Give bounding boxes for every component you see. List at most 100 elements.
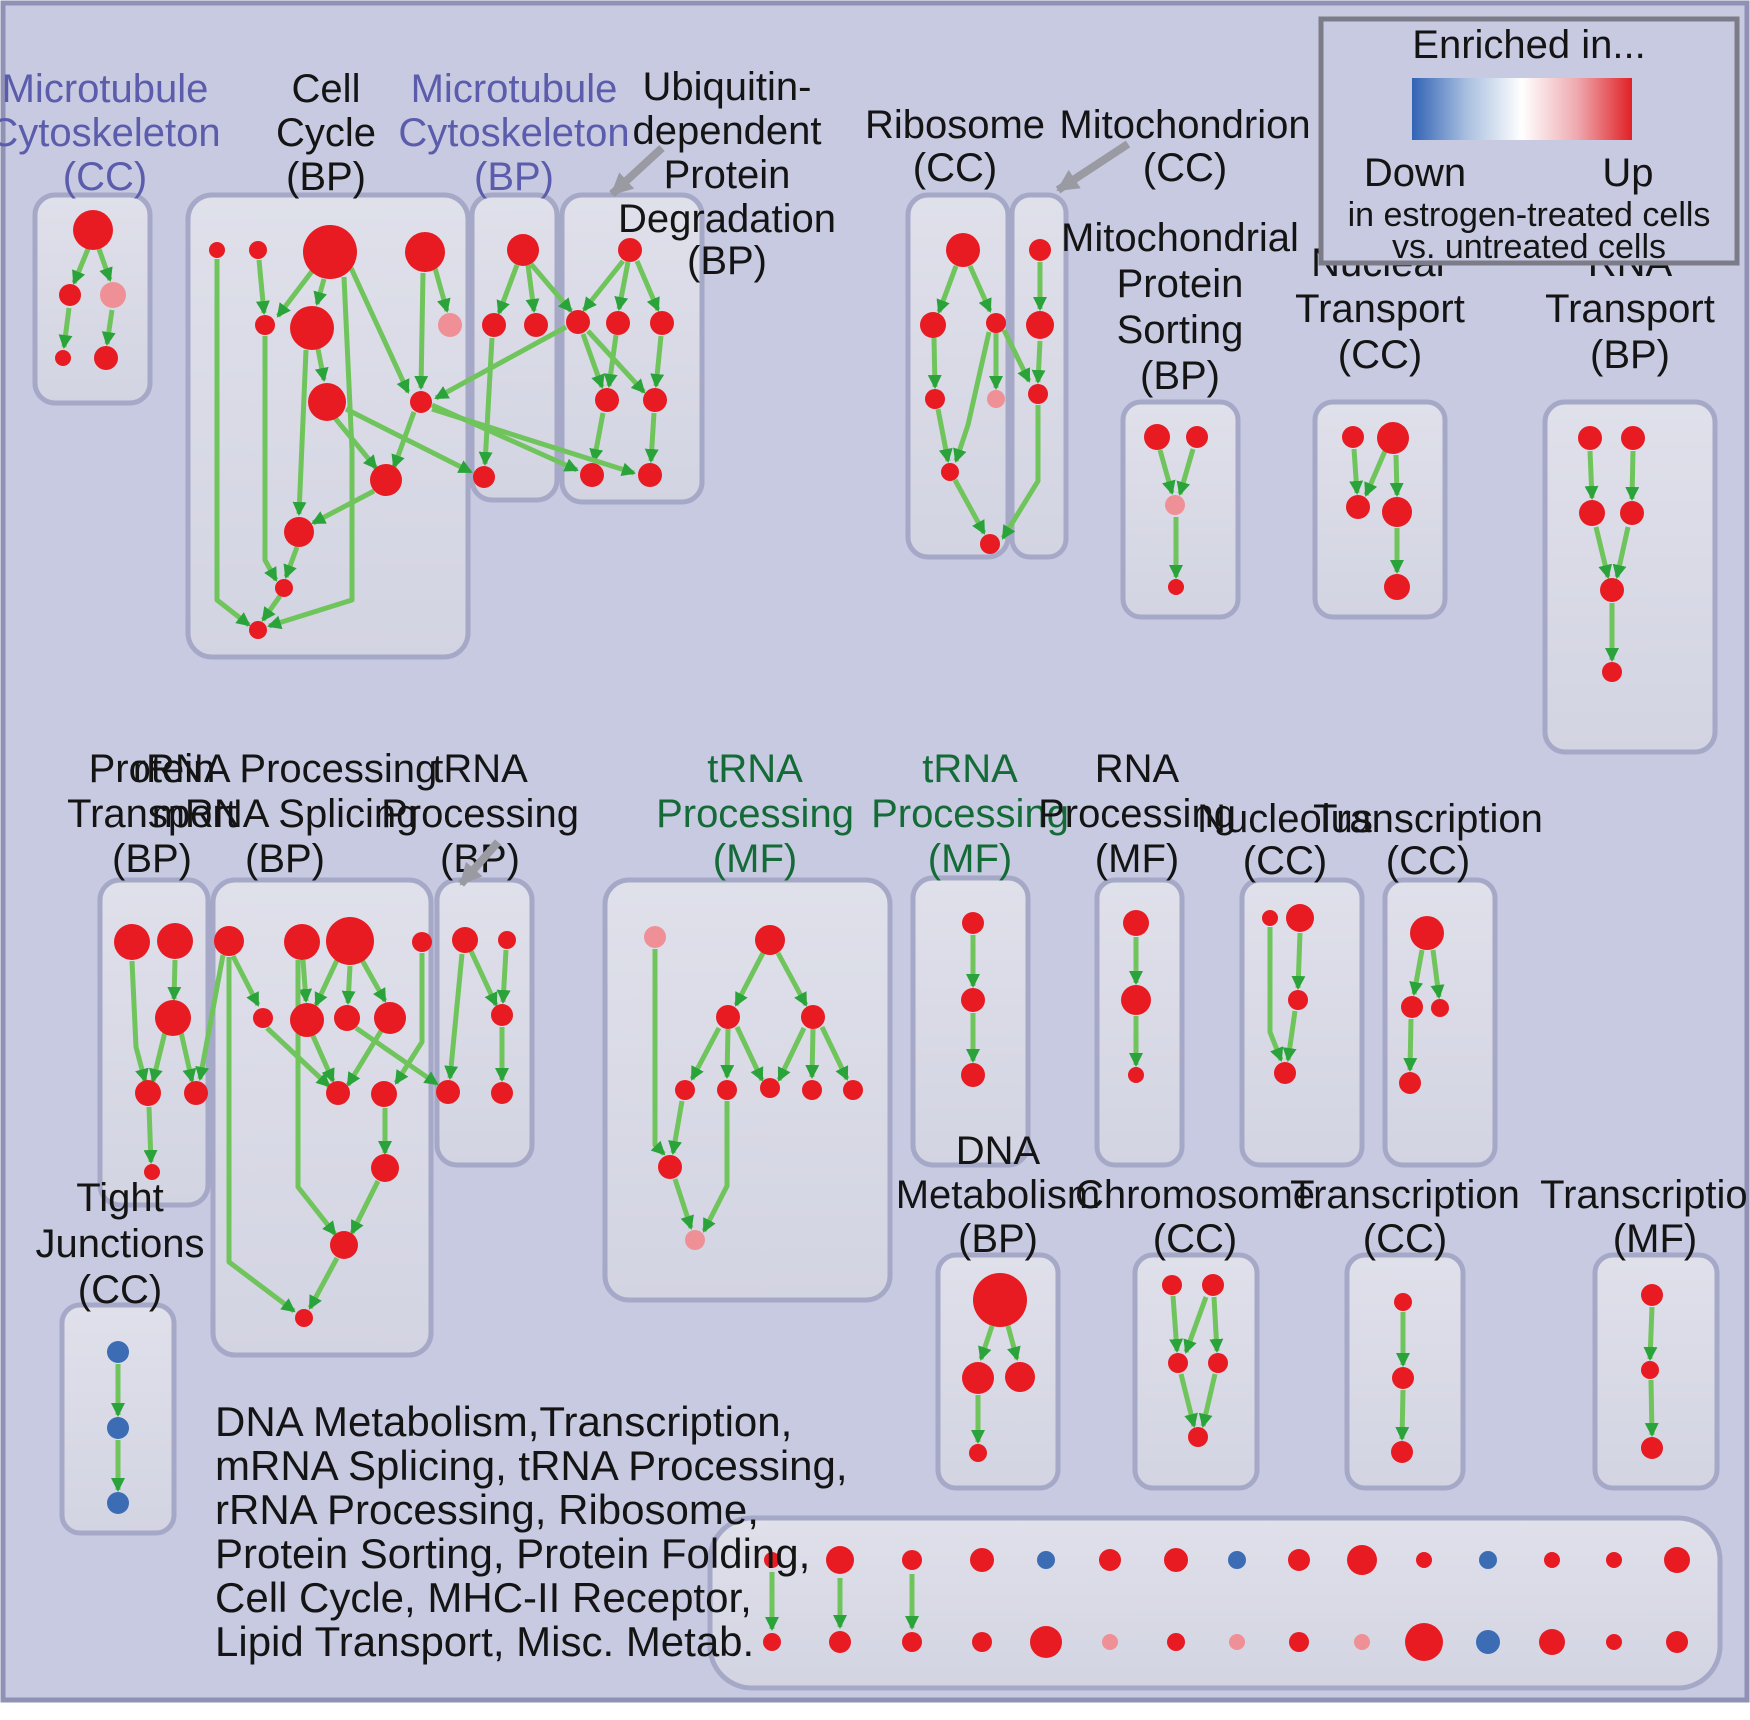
go-term-node [1382, 497, 1412, 527]
enrichment-edge [734, 1025, 765, 1082]
go-term-node [55, 350, 71, 366]
go-term-node [1121, 985, 1151, 1015]
enrichment-edge [393, 953, 425, 1085]
enrichment-edge [307, 1256, 340, 1310]
enrichment-edge [496, 949, 511, 1004]
go-term-node [1347, 1545, 1377, 1575]
cross-edge-mitochondrion-to-ribosome [1000, 405, 1041, 540]
go-term-node [1399, 1072, 1421, 1094]
go-term-node [920, 312, 946, 338]
enrichment-edge [1176, 448, 1196, 496]
enrichment-edge [311, 488, 376, 526]
go-term-node [1578, 426, 1602, 450]
go-term-node [843, 1080, 863, 1100]
enrichment-edge [444, 953, 465, 1080]
go-term-node [1168, 579, 1184, 595]
go-term-node [209, 242, 225, 258]
enrichment-edge [1183, 1296, 1209, 1354]
go-term-node [308, 383, 346, 421]
cluster-ubiquitin-dependent-protein-degradation-bp: Ubiquitin-dependent Protein Degradation (BP… [559, 65, 836, 505]
cluster-dna-metabolism-bp: DNA Metabolism (BP) [896, 1129, 1101, 1491]
go-term-node [1162, 1275, 1182, 1295]
enrichment-edge [96, 248, 113, 282]
go-term-node [1288, 990, 1308, 1010]
enrichment-edge [582, 259, 625, 312]
enrichment-edge [1267, 927, 1284, 1062]
enrichment-edge [283, 546, 300, 579]
enrichment-edge [819, 1025, 850, 1081]
go-term-node [452, 927, 478, 953]
enrichment-edge [230, 954, 261, 1007]
go-term-node [1606, 1634, 1622, 1650]
enrichment-edge [313, 278, 327, 306]
go-term-node [1167, 1633, 1185, 1651]
go-term-node [1229, 1634, 1245, 1650]
cluster-label: Ribosome (CC) [865, 103, 1045, 190]
go-term-node [107, 1417, 129, 1439]
go-term-node [100, 282, 126, 308]
go-term-node [1286, 904, 1314, 932]
cross-edge-cellcycle-hub-to-ubiquitin-right [431, 406, 636, 477]
enrichment-edge [314, 348, 329, 382]
cluster-label: Mitochondrial Protein Sorting (BP) [1061, 216, 1299, 398]
cluster-label: Microtubule Cytoskeleton (CC) [0, 67, 221, 199]
enrichment-edge [292, 349, 309, 516]
cross-edge-rrna-to-protein-transport [195, 954, 226, 1081]
go-term-node [644, 926, 666, 948]
enrichment-edge [589, 412, 606, 463]
enrichment-edge [276, 264, 318, 318]
go-term-node [214, 926, 244, 956]
enrichment-edge [267, 276, 355, 630]
go-term-node [284, 517, 314, 547]
go-term-node [802, 1080, 822, 1100]
enrichment-edge [953, 331, 992, 463]
cluster-label: DNA Metabolism (BP) [896, 1129, 1101, 1261]
enrichment-edge [603, 334, 619, 388]
go-term-node [1391, 1441, 1413, 1463]
enrichment-edge [650, 335, 665, 388]
enrichment-edge [1389, 454, 1404, 497]
enrichment-edge [298, 959, 313, 1003]
cluster-box [1382, 877, 1498, 1168]
go-term-node [374, 1002, 406, 1034]
go-term-node [1026, 311, 1054, 339]
cluster-label: Microtubule Cytoskeleton (BP) [398, 67, 629, 199]
go-term-node [249, 621, 267, 639]
enrichment-edge [468, 949, 499, 1007]
cross-edge-ribosome-to-mitochondrion [1001, 328, 1032, 383]
go-term-node [1602, 662, 1622, 682]
enrichment-edge [1643, 1306, 1658, 1361]
go-term-node [1262, 910, 1278, 926]
go-term-node [961, 988, 985, 1012]
enrichment-edge [478, 337, 495, 466]
go-term-node [1641, 1361, 1659, 1379]
go-term-node [498, 931, 516, 949]
go-term-node [107, 1341, 129, 1363]
enrichment-edge [644, 412, 659, 463]
go-term-node [763, 1633, 781, 1651]
go-term-node [144, 1164, 160, 1180]
go-term-node [1606, 1552, 1622, 1568]
go-term-node [507, 234, 539, 266]
go-term-node [1346, 495, 1370, 519]
go-term-node [334, 1005, 360, 1031]
cluster-trna-processing-mf-large: tRNA Processing (MF) [602, 747, 893, 1303]
cluster-chromosome-cc: Chromosome (CC) [1075, 1173, 1315, 1491]
enrichment-edge [348, 266, 411, 394]
cluster-transcription-cc-bottom: Transcription (CC) [1290, 1173, 1520, 1491]
enrichment-edge [525, 264, 540, 313]
go-term-node [1405, 1623, 1443, 1661]
enrichment-edge [178, 1031, 197, 1083]
cluster-label: Transcription (CC) [1313, 797, 1543, 883]
go-term-node [135, 1080, 161, 1106]
go-term-node [1289, 1632, 1309, 1652]
cluster-transcription-mf: Transcription (MF) [1540, 1173, 1750, 1491]
cluster-box [97, 877, 211, 1208]
go-term-node [1641, 1437, 1663, 1459]
go-term-node [491, 1082, 513, 1104]
enrichment-edge [71, 248, 91, 285]
enrichment-edge [1403, 1018, 1418, 1072]
go-term-node [1377, 422, 1409, 454]
enrichment-edge [1005, 1325, 1021, 1361]
